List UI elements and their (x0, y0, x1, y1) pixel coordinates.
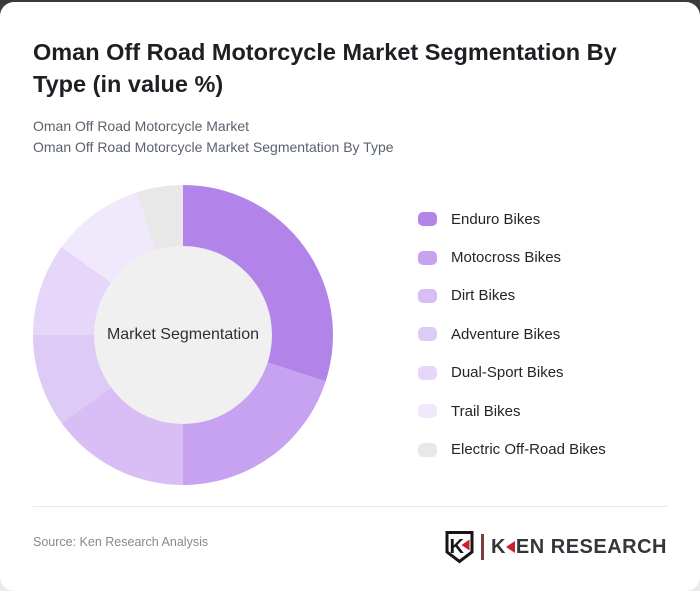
logo-wordmark-k: K (490, 535, 506, 558)
legend-item: Electric Off-Road Bikes (418, 430, 678, 468)
legend-item: Adventure Bikes (418, 315, 678, 353)
legend-label: Dirt Bikes (451, 287, 516, 305)
ken-research-shield-icon: K (445, 531, 474, 564)
chart-subtitles: Oman Off Road Motorcycle Market Oman Off… (33, 116, 653, 157)
legend-label: Adventure Bikes (451, 325, 561, 343)
legend-swatch (418, 288, 437, 303)
svg-text:K: K (449, 536, 464, 558)
legend-item: Dual-Sport Bikes (418, 354, 678, 392)
legend-swatch (418, 250, 437, 265)
subtitle-market: Oman Off Road Motorcycle Market (33, 118, 250, 134)
logo-wordmark: K EN RESEARCH (491, 536, 667, 559)
legend-label: Trail Bikes (451, 402, 521, 420)
legend-item: Enduro Bikes (418, 200, 678, 238)
donut-svg (33, 185, 333, 485)
legend-swatch (418, 212, 437, 227)
footer-divider (33, 506, 667, 507)
donut-chart: Market Segmentation (33, 185, 333, 485)
legend-label: Enduro Bikes (451, 210, 541, 228)
legend-swatch (418, 365, 437, 380)
page-title: Oman Off Road Motorcycle Market Segmenta… (33, 39, 617, 97)
legend-item: Motocross Bikes (418, 238, 678, 276)
legend-item: Trail Bikes (418, 392, 678, 430)
legend-label: Motocross Bikes (451, 249, 562, 267)
legend-label: Electric Off-Road Bikes (451, 441, 606, 459)
legend-swatch (418, 327, 437, 342)
subtitle-segmentation: Oman Off Road Motorcycle Market Segmenta… (33, 138, 394, 155)
legend-swatch (418, 442, 437, 457)
ken-research-logo: K K EN RESEARCH (444, 530, 667, 564)
legend-item: Dirt Bikes (418, 277, 678, 315)
source-text: Source: Ken Research Analysis (33, 535, 209, 549)
legend-swatch (418, 404, 437, 419)
donut-hole (94, 246, 272, 424)
logo-wordmark-rest: EN RESEARCH (515, 535, 667, 558)
logo-red-triangle-icon (505, 541, 515, 553)
logo-separator (480, 534, 484, 560)
chart-legend: Enduro Bikes Motocross Bikes Dirt Bikes Adv… (418, 200, 678, 469)
legend-label: Dual-Sport Bikes (451, 364, 564, 382)
